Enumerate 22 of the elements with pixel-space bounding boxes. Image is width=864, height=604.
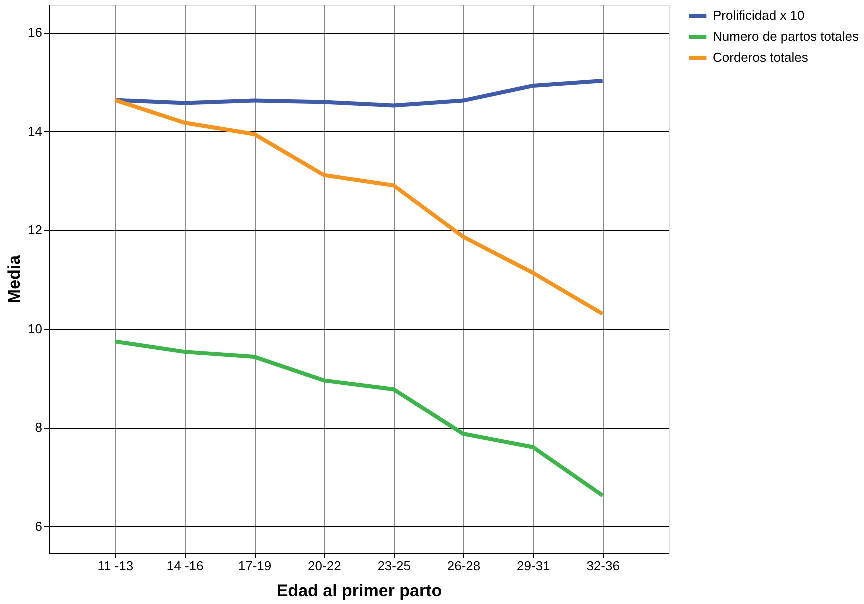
y-tick-label: 6 (35, 518, 42, 534)
y-tick-label: 14 (28, 124, 42, 139)
x-axis-title: Edad al primer parto (276, 582, 442, 600)
y-tick-label: 10 (28, 321, 42, 336)
x-tick-label: 32-36 (586, 558, 620, 574)
x-tick-label: 11 -13 (98, 558, 134, 574)
x-tick-label: 26-28 (447, 558, 481, 574)
x-tick-label: 17-19 (238, 558, 272, 574)
x-tick-label: 29-31 (517, 558, 550, 574)
line-series (113, 340, 605, 498)
y-tick-label: 16 (28, 25, 42, 40)
x-tick-label: 20-22 (308, 558, 342, 574)
line-series (113, 79, 605, 108)
x-tick-label: 14 -16 (166, 558, 204, 574)
legend-label: Corderos totales (713, 50, 809, 65)
legend-label: Prolificidad x 10 (713, 8, 805, 23)
y-axis-title: Media (5, 254, 24, 304)
x-tick-label: 23-25 (378, 558, 411, 574)
y-tick-label: 12 (28, 222, 42, 238)
legend-label: Numero de partos totales (713, 29, 860, 44)
line-series (113, 98, 605, 316)
y-tick-label: 8 (35, 420, 42, 436)
